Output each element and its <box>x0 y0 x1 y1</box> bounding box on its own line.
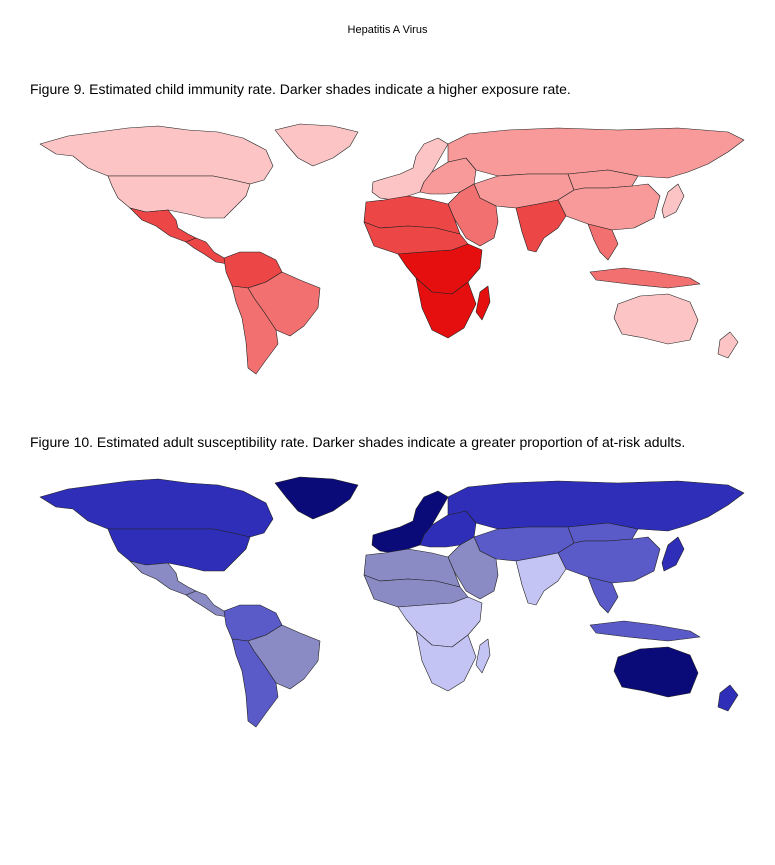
region-china <box>557 536 661 584</box>
region-southern-africa <box>415 277 477 339</box>
region-southern-africa <box>415 630 477 692</box>
region-new-zealand <box>717 684 739 712</box>
region-madagascar <box>475 285 491 321</box>
region-south-asia <box>515 199 567 253</box>
region-greenland <box>274 476 359 520</box>
region-mexico <box>129 207 197 243</box>
region-indonesia <box>589 267 701 289</box>
region-russia <box>447 480 745 532</box>
region-southeast-asia <box>587 576 619 614</box>
region-madagascar <box>475 638 491 674</box>
region-china <box>557 183 661 231</box>
region-australia <box>613 646 699 698</box>
region-new-zealand <box>717 331 739 359</box>
region-japan <box>661 183 685 219</box>
region-southern-cone <box>231 285 279 375</box>
region-south-asia <box>515 552 567 606</box>
region-subsaharan-africa <box>397 243 483 295</box>
region-japan <box>661 536 685 572</box>
region-mexico <box>129 560 197 596</box>
region-canada <box>39 125 274 185</box>
region-usa <box>107 528 251 572</box>
figure-9-caption: Figure 9. Estimated child immunity rate.… <box>30 81 571 97</box>
figure-10-world-map <box>39 476 745 728</box>
page-header-title: Hepatitis A Virus <box>347 24 428 36</box>
region-central-america <box>185 590 229 618</box>
region-usa <box>107 175 251 219</box>
region-indonesia <box>589 620 701 642</box>
region-russia <box>447 127 745 179</box>
region-canada <box>39 478 274 538</box>
region-australia <box>613 293 699 345</box>
region-southern-cone <box>231 638 279 728</box>
figure-10-caption: Figure 10. Estimated adult susceptibilit… <box>30 434 686 450</box>
region-southeast-asia <box>587 223 619 261</box>
region-greenland <box>274 123 359 167</box>
figure-9-world-map <box>39 123 745 375</box>
region-central-america <box>185 237 229 265</box>
region-subsaharan-africa <box>397 596 483 648</box>
